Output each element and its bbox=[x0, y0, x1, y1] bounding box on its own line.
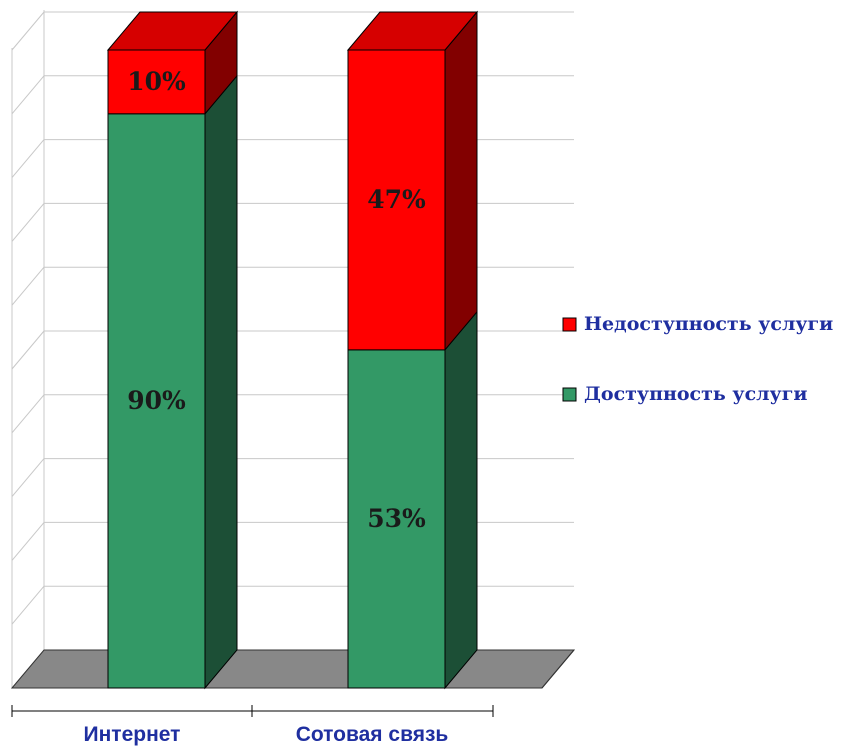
bar-group: 90% 10% 53% 47% bbox=[106, 10, 479, 690]
bar-segment-available: 90% bbox=[107, 74, 238, 690]
legend-swatch bbox=[562, 387, 577, 402]
bar-side bbox=[444, 10, 478, 352]
bar-side bbox=[204, 74, 238, 690]
legend-label: Доступность услуги bbox=[584, 383, 807, 405]
data-label: 10% bbox=[127, 67, 186, 96]
gridline-side bbox=[11, 11, 45, 51]
gridline-side bbox=[11, 522, 45, 561]
gridline-side bbox=[11, 458, 45, 497]
legend-swatch bbox=[562, 317, 577, 332]
chart-floor bbox=[10, 649, 576, 689]
gridline-side bbox=[11, 330, 45, 370]
bar-segment-available: 53% bbox=[347, 310, 478, 690]
floor-edge bbox=[541, 649, 575, 689]
legend: Недоступность услуги Доступность услуги bbox=[562, 313, 833, 405]
legend-item-available: Доступность услуги bbox=[562, 383, 807, 405]
x-tick-label: Интернет bbox=[84, 723, 181, 746]
gridline-side bbox=[11, 75, 45, 115]
bar-top bbox=[346, 11, 479, 51]
gridline-side bbox=[11, 139, 45, 178]
gridline-side bbox=[11, 394, 45, 434]
bar-side bbox=[444, 310, 478, 690]
bar-segment-unavailable: 10% bbox=[106, 10, 239, 116]
bar-top bbox=[106, 11, 239, 51]
bar-front bbox=[107, 113, 206, 689]
bar-front bbox=[347, 49, 446, 351]
bar-segment-unavailable: 47% bbox=[346, 10, 479, 352]
gridline-side bbox=[11, 585, 45, 625]
chart-walls bbox=[11, 10, 574, 688]
floor-plane bbox=[10, 649, 576, 689]
data-label: 90% bbox=[127, 386, 186, 415]
x-tick-label: Сотовая связь bbox=[296, 723, 449, 746]
legend-item-unavailable: Недоступность услуги bbox=[562, 313, 833, 335]
legend-label: Недоступность услуги bbox=[584, 313, 833, 335]
gridline-side bbox=[11, 203, 45, 242]
data-label: 53% bbox=[367, 504, 426, 533]
data-label: 47% bbox=[367, 185, 426, 214]
x-axis: Интернет Сотовая связь bbox=[11, 705, 494, 746]
gridline-side bbox=[11, 266, 45, 306]
bar-front bbox=[107, 49, 206, 115]
